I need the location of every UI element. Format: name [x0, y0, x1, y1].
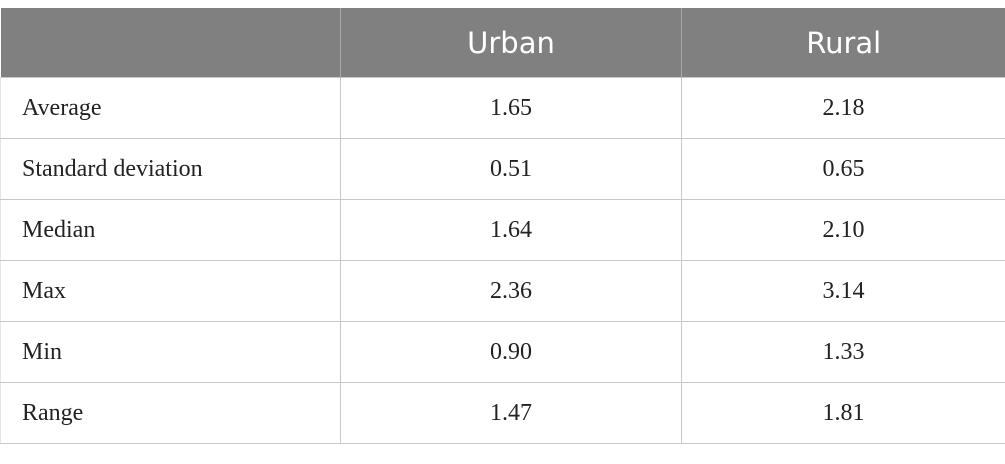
cell-value: 1.64	[340, 199, 682, 261]
row-label: Max	[0, 260, 341, 322]
column-header: Rural	[681, 8, 1005, 78]
cell-value: 2.36	[340, 260, 682, 322]
row-label: Standard deviation	[0, 138, 341, 200]
table-body: Average 1.65 2.18 Standard deviation 0.51 0.6…	[0, 77, 1005, 444]
column-header: Urban	[340, 8, 682, 78]
table-row: Median 1.64 2.10	[0, 199, 1005, 261]
cell-value: 0.90	[340, 321, 682, 383]
row-label: Min	[0, 321, 341, 383]
cell-value: 1.81	[681, 382, 1005, 444]
table-row: Range 1.47 1.81	[0, 382, 1005, 444]
table-row: Min 0.90 1.33	[0, 321, 1005, 383]
row-label: Range	[0, 382, 341, 444]
cell-value: 1.47	[340, 382, 682, 444]
cell-value: 3.14	[681, 260, 1005, 322]
row-label: Median	[0, 199, 341, 261]
cell-value: 2.10	[681, 199, 1005, 261]
cell-value: 1.65	[340, 77, 682, 139]
header-row: Urban Rural	[0, 8, 1005, 78]
statistics-table: Urban Rural Average 1.65 2.18 Standard devia…	[0, 8, 1005, 444]
row-label: Average	[0, 77, 341, 139]
cell-value: 1.33	[681, 321, 1005, 383]
header-cell	[0, 8, 341, 78]
cell-value: 0.65	[681, 138, 1005, 200]
cell-value: 2.18	[681, 77, 1005, 139]
table-container: Urban Rural Average 1.65 2.18 Standard devia…	[0, 8, 1005, 444]
cell-value: 0.51	[340, 138, 682, 200]
table-row: Standard deviation 0.51 0.65	[0, 138, 1005, 200]
table-row: Max 2.36 3.14	[0, 260, 1005, 322]
table-row: Average 1.65 2.18	[0, 77, 1005, 139]
